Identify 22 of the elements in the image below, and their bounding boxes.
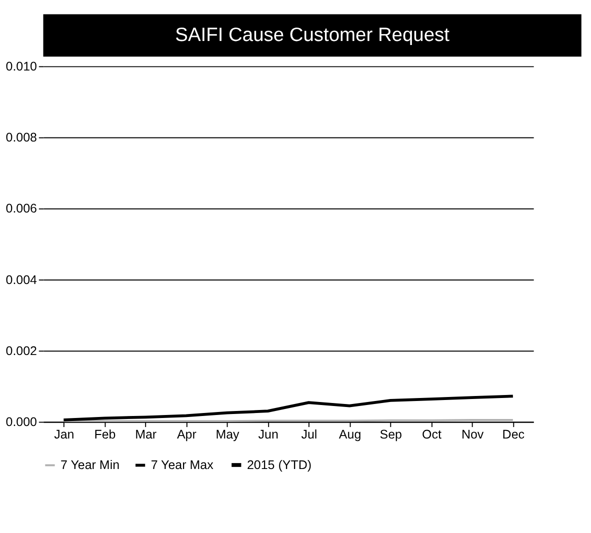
- y-tick-label: 0.010: [6, 60, 38, 74]
- y-tick-label: 0.008: [6, 130, 38, 145]
- x-tick-label: Sep: [380, 428, 402, 442]
- y-tick-label: 0.004: [6, 272, 38, 287]
- legend-label: 2015 (YTD): [246, 458, 312, 472]
- x-tick-label: Oct: [422, 428, 442, 442]
- x-tick-label: Jun: [258, 428, 278, 442]
- legend-label: 7 Year Min: [60, 458, 120, 472]
- x-tick-label: May: [216, 428, 240, 442]
- y-tick-label: 0.000: [6, 415, 38, 430]
- chart-title: SAIFI Cause Customer Request: [175, 25, 450, 46]
- y-tick-label: 0.006: [6, 202, 38, 216]
- x-tick-label: Apr: [176, 428, 196, 442]
- legend-label: 7 Year Max: [150, 458, 214, 472]
- x-tick-label: Mar: [135, 428, 157, 442]
- y-tick-label: 0.002: [6, 344, 38, 358]
- x-tick-label: Dec: [502, 428, 525, 442]
- x-tick-label: Jan: [54, 428, 74, 442]
- x-tick-label: Aug: [338, 428, 362, 442]
- x-tick-label: Jul: [301, 428, 318, 442]
- x-tick-label: Feb: [94, 428, 116, 442]
- x-tick-label: Nov: [461, 428, 484, 442]
